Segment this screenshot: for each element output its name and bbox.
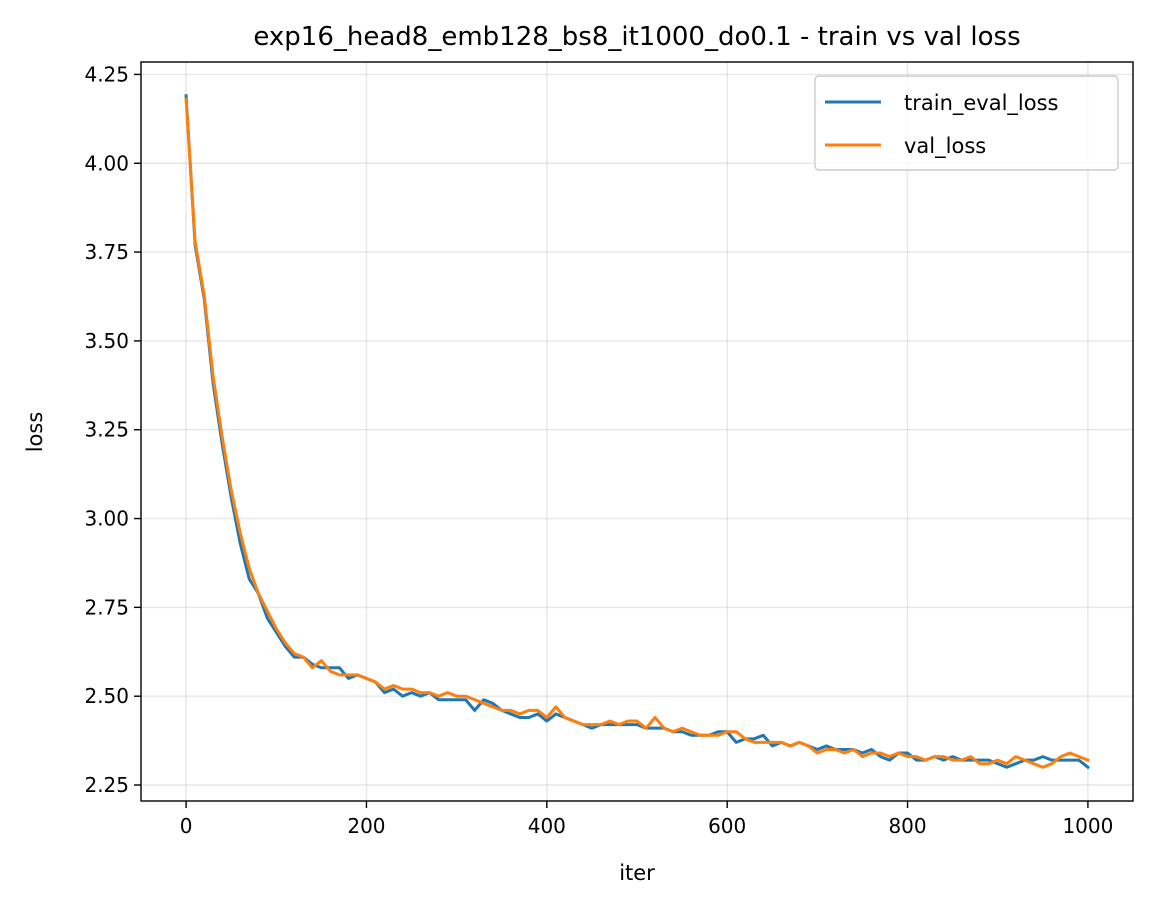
tick-layer: 0 200 400 600 800 1000 2.25 2.50 2.75 3.00 3.25 3.5… — [84, 62, 1113, 838]
legend-box — [814, 75, 1119, 171]
y-tick-label: 3.25 — [84, 418, 129, 442]
legend: train_eval_loss val_loss — [814, 75, 1119, 171]
x-tick-label: 200 — [347, 814, 385, 838]
y-tick-label: 4.25 — [84, 62, 129, 86]
y-axis-label: loss — [23, 412, 47, 453]
plot-frame — [140, 61, 1134, 802]
x-tick-label: 1000 — [1062, 814, 1113, 838]
x-axis-label: iter — [619, 861, 655, 885]
y-tick-label: 2.75 — [84, 595, 129, 619]
y-tick-label: 2.50 — [84, 684, 129, 708]
grid-layer — [141, 62, 1133, 801]
y-tick-label: 3.00 — [84, 507, 129, 531]
y-tick-label: 3.50 — [84, 329, 129, 353]
x-tick-label: 800 — [888, 814, 926, 838]
chart-title: exp16_head8_emb128_bs8_it1000_do0.1 - tr… — [253, 22, 1020, 52]
x-tick-label: 0 — [180, 814, 193, 838]
legend-label: val_loss — [904, 134, 986, 159]
y-tick-label: 2.25 — [84, 773, 129, 797]
y-tick-label: 3.75 — [84, 240, 129, 264]
x-tick-label: 400 — [528, 814, 566, 838]
y-tick-label: 4.00 — [84, 151, 129, 175]
legend-label: train_eval_loss — [904, 91, 1059, 116]
series-line-val-loss — [184, 97, 1090, 769]
series-layer — [184, 94, 1091, 770]
x-tick-label: 600 — [708, 814, 746, 838]
